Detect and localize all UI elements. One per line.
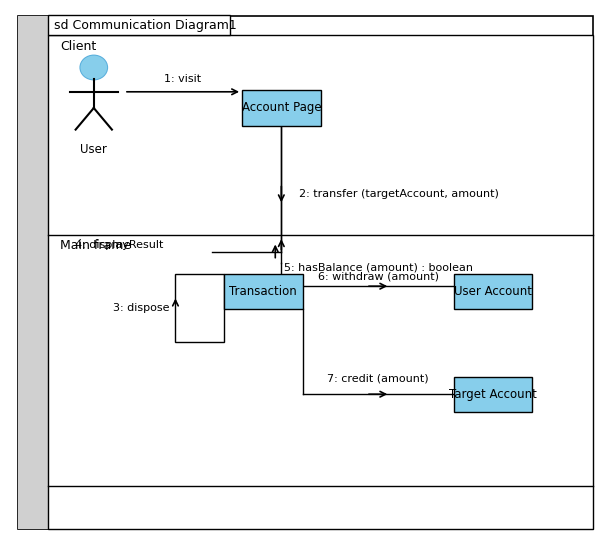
Text: 3: dispose: 3: dispose (113, 303, 169, 313)
FancyBboxPatch shape (242, 90, 321, 125)
Text: sd Communication Diagram1: sd Communication Diagram1 (54, 19, 237, 32)
Text: 7: credit (amount): 7: credit (amount) (327, 373, 429, 383)
Text: User: User (80, 143, 107, 156)
Text: Account Page: Account Page (241, 102, 321, 114)
Text: 1: visit: 1: visit (165, 73, 201, 84)
Text: 2: transfer (targetAccount, amount): 2: transfer (targetAccount, amount) (299, 190, 499, 199)
Text: Target Account: Target Account (449, 388, 537, 401)
FancyBboxPatch shape (18, 16, 593, 529)
Text: 4: displayResult: 4: displayResult (75, 240, 163, 249)
Circle shape (80, 56, 107, 79)
Text: Client: Client (60, 40, 97, 53)
Text: Transaction: Transaction (229, 285, 297, 298)
FancyBboxPatch shape (454, 377, 532, 411)
FancyBboxPatch shape (48, 35, 593, 529)
FancyBboxPatch shape (18, 16, 48, 529)
Text: User Account: User Account (454, 285, 532, 298)
Text: Main frame: Main frame (60, 239, 132, 252)
FancyBboxPatch shape (48, 15, 230, 35)
Text: 6: withdraw (amount): 6: withdraw (amount) (318, 272, 439, 282)
Text: 5: hasBalance (amount) : boolean: 5: hasBalance (amount) : boolean (284, 262, 473, 273)
FancyBboxPatch shape (224, 274, 302, 309)
FancyBboxPatch shape (454, 274, 532, 309)
